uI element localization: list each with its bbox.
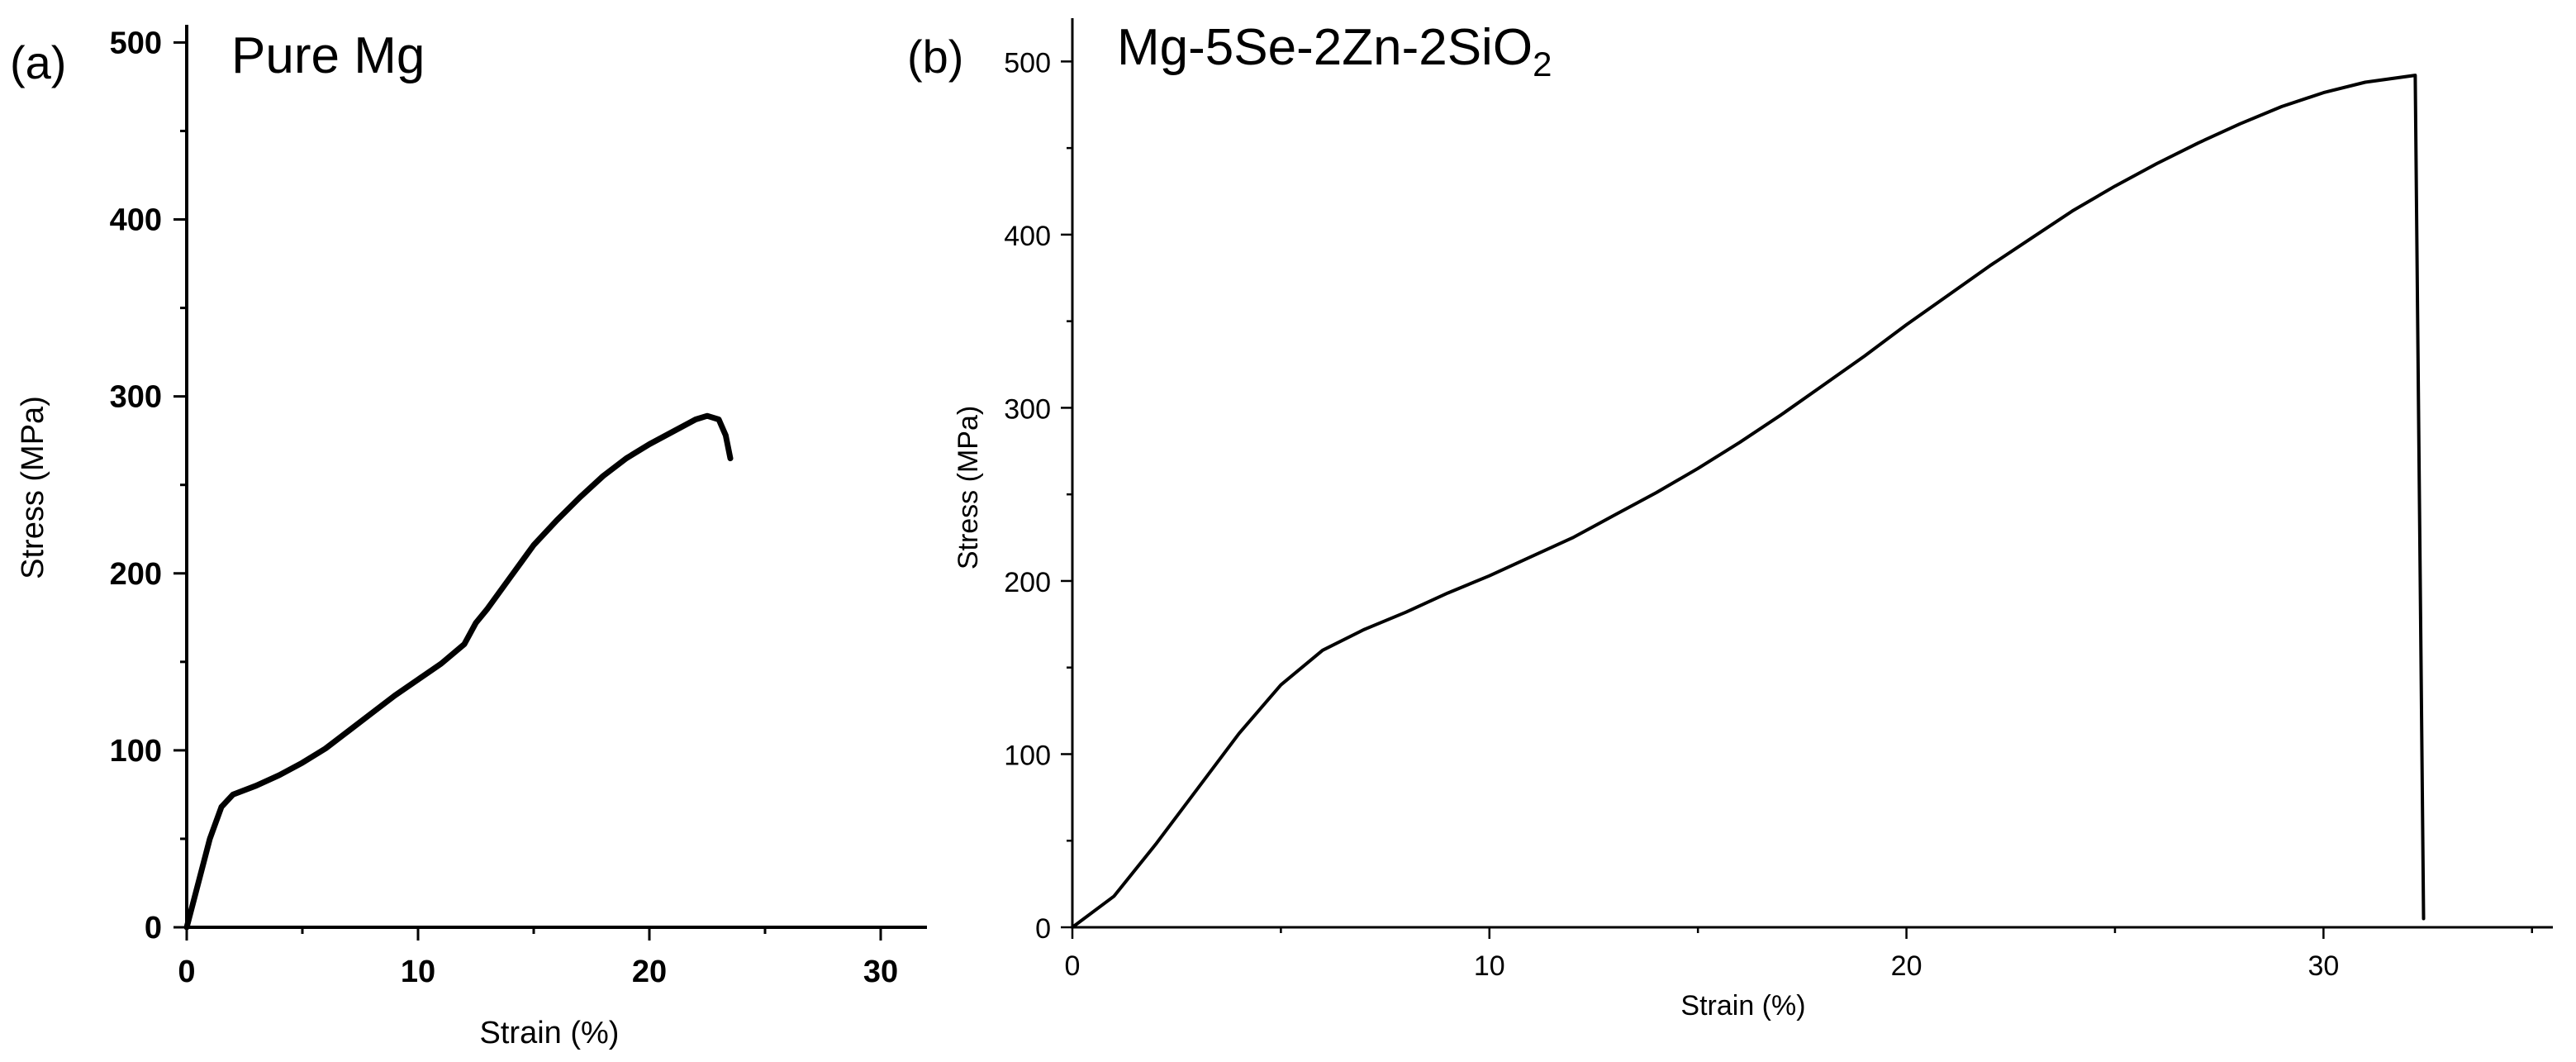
panel-a-letter: (a) [10,36,66,88]
panel-a-y-tick-label: 100 [110,734,162,769]
panel-a-ticks: 0 100 200 300 400 500 0 10 20 30 [110,26,899,989]
panel-a-y-tick-label: 0 [145,911,162,945]
panel-b-letter: (b) [907,31,963,83]
panel-a-x-tick-label: 10 [401,955,435,989]
panel-b-title: Mg-5Se-2Zn-2SiO2 [1117,19,1552,83]
panel-a-x-tick-label: 30 [863,955,898,989]
panel-b-x-tick-label: 0 [1065,950,1081,982]
panel-b-stress-strain-curve [1071,74,2426,929]
panel-b-x-axis-label: Strain (%) [1680,990,1805,1022]
panel-b-title-subscript: 2 [1533,45,1552,83]
panel-a-pure-mg-chart: (a) Pure Mg 0 100 200 300 400 500 0 10 20 30 Stra… [10,25,927,1050]
panel-b-y-tick-label: 200 [1004,567,1051,598]
panel-b-y-tick-label: 300 [1004,393,1051,425]
panel-b-title-main: Mg-5Se-2Zn-2SiO [1117,19,1533,76]
panel-b-y-tick-label: 400 [1004,221,1051,252]
panel-b-y-tick-label: 0 [1035,913,1051,945]
panel-a-x-tick-label: 20 [632,955,667,989]
panel-a-y-axis-label: Stress (MPa) [16,396,50,579]
panel-b-y-tick-label: 500 [1004,47,1051,79]
panel-b-x-tick-label: 20 [1891,950,1922,982]
panel-a-stress-strain-curve [183,412,734,931]
panel-a-y-tick-label: 400 [110,203,162,238]
panel-a-title: Pure Mg [231,27,425,84]
panel-b-ticks: 0 100 200 300 400 500 0 10 20 30 [1004,47,2534,982]
panel-b-alloy-chart: (b) Mg-5Se-2Zn-2SiO2 0 100 200 300 400 500 0 10… [907,18,2553,1022]
panel-b-y-tick-label: 100 [1004,740,1051,771]
panel-a-y-tick-label: 300 [110,380,162,415]
panel-a-x-axis-label: Strain (%) [480,1016,620,1050]
panel-a-y-tick-label: 500 [110,26,162,60]
panel-b-x-tick-label: 30 [2307,950,2339,982]
panel-b-x-tick-label: 10 [1474,950,1505,982]
panel-a-y-tick-label: 200 [110,557,162,592]
panel-a-x-tick-label: 0 [178,955,195,989]
panel-b-y-axis-label: Stress (MPa) [953,406,984,569]
